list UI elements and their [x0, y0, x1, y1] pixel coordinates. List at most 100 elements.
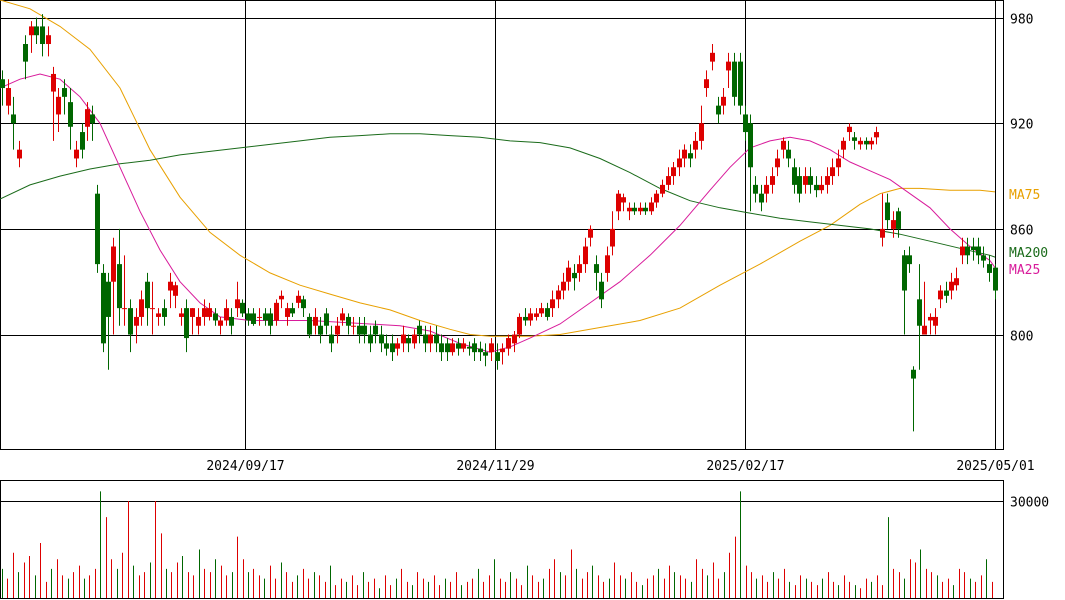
price-tick-label-980: 980	[1010, 13, 1033, 28]
candle-30	[168, 272, 173, 309]
candle-179	[987, 255, 992, 282]
candle-body-70	[390, 343, 395, 353]
candle-38	[213, 308, 218, 326]
candle-130	[721, 88, 726, 115]
candle-body-178	[981, 255, 986, 261]
volume-axis-labels: 30000	[1010, 496, 1049, 511]
candle-43	[240, 299, 245, 317]
candle-171	[944, 281, 949, 303]
candle-127	[704, 70, 709, 97]
candle-117	[649, 197, 654, 215]
candle-145	[803, 167, 808, 194]
candle-87	[483, 343, 488, 367]
candle-body-59	[329, 334, 334, 344]
candle-body-112	[621, 197, 626, 203]
ma25-line	[0, 73, 996, 353]
candle-59	[329, 325, 334, 353]
candle-body-80	[445, 343, 450, 353]
date-tick-label-1: 2024/11/29	[456, 459, 534, 474]
candle-body-48	[268, 313, 273, 326]
candle-body-123	[682, 149, 687, 159]
candle-body-132	[732, 61, 737, 97]
candle-66	[368, 325, 373, 353]
candle-body-158	[874, 132, 879, 138]
candle-body-20	[111, 246, 116, 282]
candle-15	[85, 102, 90, 141]
candle-body-97	[539, 308, 544, 314]
candle-body-118	[654, 193, 659, 203]
candle-28	[156, 308, 161, 326]
candle-body-103	[572, 272, 577, 279]
candle-body-17	[95, 193, 100, 265]
candle-19	[106, 272, 111, 370]
candle-body-64	[357, 325, 362, 335]
candle-body-67	[373, 325, 378, 335]
price-gridlines-vertical	[245, 0, 996, 449]
candle-4	[23, 35, 28, 80]
candle-body-72	[401, 334, 406, 344]
candle-157	[869, 137, 874, 150]
candle-body-73	[406, 338, 411, 344]
candle-body-156	[864, 140, 869, 145]
candle-body-14	[80, 132, 85, 150]
price-axis-labels: 800 860 920 980	[1010, 13, 1033, 345]
candle-93	[517, 313, 522, 339]
candle-5	[29, 21, 34, 53]
candle-body-177	[976, 246, 981, 256]
candle-body-27	[150, 308, 155, 310]
candle-51	[285, 302, 290, 326]
candle-94	[523, 308, 528, 326]
candle-177	[976, 237, 981, 265]
candle-body-2	[11, 114, 16, 124]
candle-50	[279, 290, 284, 309]
candle-7	[40, 14, 45, 57]
candle-148	[819, 176, 824, 194]
candle-body-4	[23, 44, 28, 62]
candle-159	[880, 193, 885, 247]
candle-body-134	[743, 114, 748, 133]
candle-99	[550, 290, 555, 317]
candle-body-12	[68, 102, 73, 127]
candle-body-159	[880, 228, 885, 238]
candle-body-161	[891, 220, 896, 229]
candle-37	[207, 302, 212, 321]
candle-body-29	[162, 308, 167, 317]
candle-body-147	[814, 184, 819, 191]
candle-body-35	[196, 316, 201, 326]
candle-body-56	[313, 316, 318, 326]
candle-body-104	[577, 264, 582, 273]
candle-body-7	[40, 26, 45, 45]
candle-146	[808, 167, 813, 194]
candle-body-164	[907, 255, 912, 265]
candle-body-138	[764, 184, 769, 194]
volume-tick-label-30000: 30000	[1010, 496, 1049, 511]
candle-69	[384, 334, 389, 356]
candle-body-175	[965, 246, 970, 256]
candle-170	[938, 285, 943, 309]
candle-114	[632, 202, 637, 215]
candle-body-25	[139, 299, 144, 317]
candle-23	[128, 299, 133, 353]
candle-131	[726, 52, 731, 89]
candle-body-34	[190, 308, 195, 317]
candle-96	[534, 308, 539, 321]
candle-body-139	[770, 176, 775, 185]
candle-58	[324, 308, 329, 335]
candle-20	[111, 237, 116, 335]
candle-71	[395, 338, 400, 356]
candle-150	[830, 158, 835, 185]
candle-172	[949, 272, 954, 300]
candle-111	[616, 190, 621, 221]
moving-average-lines	[0, 0, 996, 353]
candle-body-130	[721, 96, 726, 106]
candle-101	[561, 272, 566, 300]
candle-75	[417, 320, 422, 344]
candle-67	[373, 320, 378, 344]
candle-body-151	[836, 158, 841, 168]
candle-116	[643, 202, 648, 215]
candle-85	[472, 338, 477, 361]
candle-body-170	[938, 290, 943, 300]
candle-body-22	[122, 308, 127, 310]
candle-160	[885, 193, 890, 229]
